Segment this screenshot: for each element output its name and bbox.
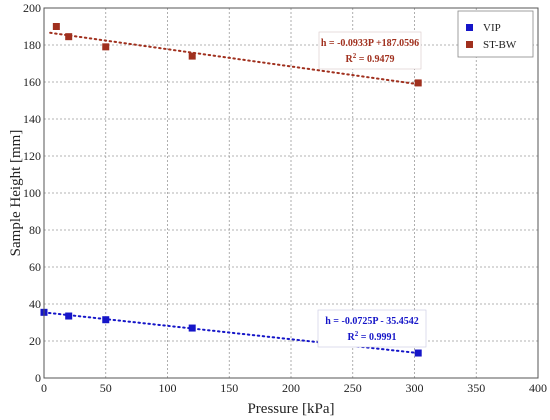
- x-tick-label: 50: [100, 381, 112, 395]
- data-point-st-bw: [65, 33, 73, 41]
- annotation-st-bw-box: [318, 31, 422, 70]
- y-axis-title: Sample Height [mm]: [8, 130, 24, 257]
- annotation-st-bw-r2-sup: 2: [353, 52, 357, 60]
- annotation-st-bw-equation: h = -0.0933P +187.0596: [321, 38, 419, 49]
- legend-marker-st-bw: [466, 41, 473, 48]
- annotation-st-bw: h = -0.0933P +187.0596 R2 = 0.9479: [318, 31, 422, 70]
- legend: VIP ST-BW: [457, 10, 534, 58]
- data-point-vip: [414, 349, 422, 357]
- legend-label-st-bw: ST-BW: [483, 39, 517, 51]
- y-tick-label: 120: [23, 149, 41, 163]
- y-tick-label: 200: [23, 1, 41, 15]
- data-point-vip: [65, 312, 73, 320]
- x-tick-label: 100: [159, 381, 177, 395]
- plot-frame: [43, 7, 539, 379]
- y-tick-labels: 0 20 40 60 80 100 120 140 160 180 200: [23, 1, 41, 385]
- x-tick-label: 250: [344, 381, 362, 395]
- data-point-vip: [102, 316, 110, 324]
- x-tick-label: 150: [220, 381, 238, 395]
- x-tick-label: 350: [467, 381, 485, 395]
- y-tick-label: 180: [23, 38, 41, 52]
- y-tick-label: 0: [35, 371, 41, 385]
- data-point-st-bw: [102, 43, 110, 51]
- annotation-st-bw-r2-prefix: R: [346, 54, 354, 65]
- trendline-st-bw: [49, 31, 420, 86]
- x-tick-label: 300: [406, 381, 424, 395]
- annotation-vip-r2-sup: 2: [355, 330, 359, 338]
- annotation-vip-r2-value: = 0.9991: [358, 332, 396, 343]
- x-tick-label: 400: [529, 381, 547, 395]
- legend-label-vip: VIP: [483, 22, 501, 34]
- legend-marker-vip: [466, 24, 473, 31]
- trendlines: [43, 31, 420, 355]
- data-point-st-bw: [52, 23, 60, 30]
- annotation-vip-r2: R2 = 0.9991: [348, 330, 397, 343]
- data-point-st-bw: [188, 52, 196, 60]
- y-tick-label: 140: [23, 112, 41, 126]
- y-tick-label: 80: [29, 223, 41, 237]
- data-point-vip: [188, 324, 196, 332]
- y-tick-label: 60: [29, 260, 41, 274]
- y-tick-label: 20: [29, 334, 41, 348]
- annotation-st-bw-r2: R2 = 0.9479: [346, 52, 395, 65]
- y-tick-label: 160: [23, 75, 41, 89]
- y-tick-label: 40: [29, 297, 41, 311]
- annotation-vip-r2-prefix: R: [348, 332, 356, 343]
- x-tick-label: 200: [282, 381, 300, 395]
- annotation-vip: h = -0.0725P - 35.4542 R2 = 0.9991: [317, 309, 427, 348]
- x-axis-title: Pressure [kPa]: [247, 401, 334, 417]
- legend-box: [457, 10, 534, 58]
- annotation-st-bw-r2-value: = 0.9479: [356, 54, 394, 65]
- y-tick-label: 100: [23, 186, 41, 200]
- x-tick-labels: 0 50 100 150 200 250 300 350 400: [41, 381, 547, 395]
- x-tick-label: 0: [41, 381, 47, 395]
- annotation-vip-box: [317, 309, 427, 348]
- annotation-vip-equation: h = -0.0725P - 35.4542: [325, 316, 418, 327]
- data-point-st-bw: [414, 79, 422, 87]
